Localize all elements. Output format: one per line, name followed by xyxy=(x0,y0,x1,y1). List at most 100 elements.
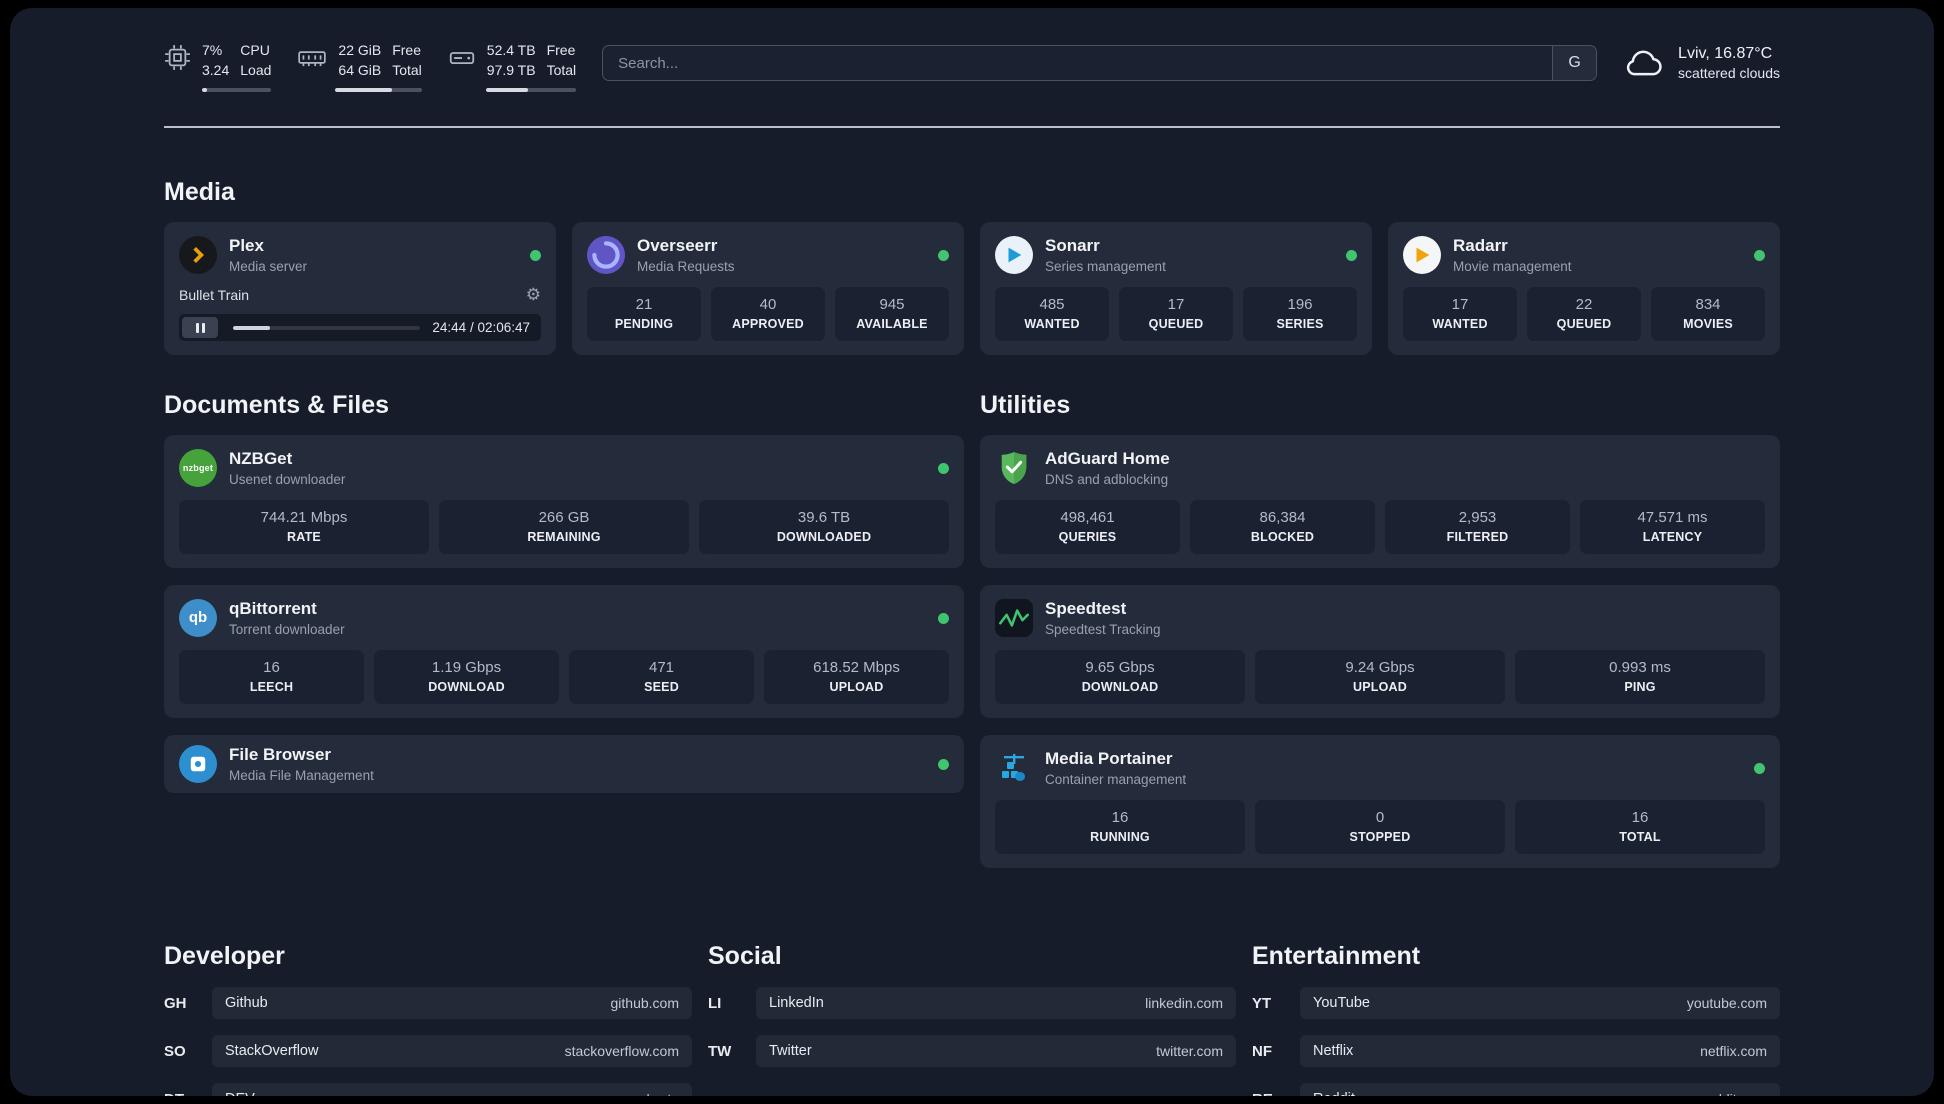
app-card-overseerr[interactable]: Overseerr Media Requests 21 PENDING 40 A… xyxy=(572,222,964,355)
app-card-speedtest[interactable]: Speedtest Speedtest Tracking 9.65 Gbps D… xyxy=(980,585,1780,718)
app-card-portainer[interactable]: Media Portainer Container management 16 … xyxy=(980,735,1780,868)
plex-seekbar: 24:44 / 02:06:47 xyxy=(179,314,541,341)
bookmark-link-youtube[interactable]: YouTube youtube.com xyxy=(1300,987,1780,1019)
stat-queued: 17 QUEUED xyxy=(1119,287,1233,341)
stat-ping: 0.993 ms PING xyxy=(1515,650,1765,704)
bookmark-abbr: YT xyxy=(1252,994,1272,1012)
portainer-icon xyxy=(995,749,1033,787)
app-card-adguard[interactable]: AdGuard Home DNS and adblocking 498,461 … xyxy=(980,435,1780,568)
bookmark-link-stackoverflow[interactable]: StackOverflow stackoverflow.com xyxy=(212,1035,692,1067)
app-subtitle: Series management xyxy=(1045,259,1166,274)
bookmark-row: LI LinkedIn linkedin.com xyxy=(708,987,1236,1019)
section-title-developer: Developer xyxy=(164,942,285,970)
memory-values: 22 GiB 64 GiB xyxy=(338,42,381,79)
cpu-usage: 7% xyxy=(202,42,223,58)
app-card-qbittorrent[interactable]: qb qBittorrent Torrent downloader 16 LEE… xyxy=(164,585,964,718)
app-name: Media Portainer xyxy=(1045,749,1173,768)
disk-values: 52.4 TB 97.9 TB xyxy=(487,42,536,79)
section-media: Media Plex Media server Bullet Train ⚙ xyxy=(164,178,1780,355)
status-dot xyxy=(938,758,949,770)
app-name: NZBGet xyxy=(229,449,293,468)
bookmark-row: GH Github github.com xyxy=(164,987,692,1019)
disk-free: 52.4 TB xyxy=(486,42,536,58)
overseerr-icon xyxy=(587,236,625,274)
playback-progress-fill xyxy=(233,325,271,330)
disk-label-bottom: Total xyxy=(546,61,577,78)
gear-icon[interactable]: ⚙ xyxy=(525,285,541,304)
stat-series: 196 SERIES xyxy=(1243,287,1357,341)
search-input[interactable] xyxy=(603,46,1553,80)
stat-remaining: 266 GB REMAINING xyxy=(439,500,689,554)
bookmark-link-netflix[interactable]: Netflix netflix.com xyxy=(1300,1035,1780,1067)
cpu-progress-track xyxy=(202,88,272,92)
stat-movies: 834 MOVIES xyxy=(1651,287,1765,341)
stat-download: 1.19 Gbps DOWNLOAD xyxy=(374,650,559,704)
section-title-utilities: Utilities xyxy=(980,391,1071,419)
cloud-icon xyxy=(1623,48,1665,78)
bookmark-link-linkedin[interactable]: LinkedIn linkedin.com xyxy=(756,987,1236,1019)
cpu-labels: CPU Load xyxy=(240,42,271,79)
playback-progress-track[interactable] xyxy=(233,325,421,330)
section-title-entertainment: Entertainment xyxy=(1252,942,1421,970)
app-name: Plex xyxy=(229,236,264,255)
bookmark-row: DT DEV dev.to xyxy=(164,1083,692,1096)
pause-button[interactable] xyxy=(182,317,218,338)
app-card-nzbget[interactable]: nzbget NZBGet Usenet downloader 744.21 M… xyxy=(164,435,964,568)
section-title-documents: Documents & Files xyxy=(164,391,390,419)
app-subtitle: DNS and adblocking xyxy=(1045,472,1169,487)
app-card-filebrowser[interactable]: File Browser Media File Management xyxy=(164,735,964,793)
memory-free: 22 GiB xyxy=(338,42,382,58)
memory-stat: 22 GiB 64 GiB Free Total xyxy=(297,42,422,92)
bookmark-row: YT YouTube youtube.com xyxy=(1252,987,1780,1019)
stat-total: 16 TOTAL xyxy=(1515,800,1765,854)
app-subtitle: Media Requests xyxy=(637,259,735,274)
status-dot xyxy=(938,462,949,474)
filebrowser-icon xyxy=(179,745,217,783)
memory-labels: Free Total xyxy=(392,42,422,79)
app-card-radarr[interactable]: Radarr Movie management 17 WANTED 22 QUE… xyxy=(1388,222,1780,355)
disk-labels: Free Total xyxy=(547,42,577,79)
cpu-stat: 7% 3.24 CPU Load xyxy=(164,42,272,92)
disk-label-top: Free xyxy=(546,42,576,58)
bookmark-link-twitter[interactable]: Twitter twitter.com xyxy=(756,1035,1236,1067)
bookmark-abbr: DT xyxy=(164,1091,212,1097)
memory-total: 64 GiB xyxy=(338,61,382,78)
bookmark-abbr: GH xyxy=(164,994,187,1012)
bookmark-abbr: TW xyxy=(708,1042,732,1060)
stat-upload: 9.24 Gbps UPLOAD xyxy=(1255,650,1505,704)
bookmark-group-social: Social LI LinkedIn linkedin.com TW Twitt… xyxy=(708,942,1236,1096)
stat-running: 16 RUNNING xyxy=(995,800,1245,854)
bookmark-link-github[interactable]: Github github.com xyxy=(212,987,692,1019)
plex-icon xyxy=(179,236,217,274)
app-subtitle: Movie management xyxy=(1453,259,1572,274)
stat-download: 9.65 Gbps DOWNLOAD xyxy=(995,650,1245,704)
cpu-label-top: CPU xyxy=(240,42,270,58)
app-subtitle: Media File Management xyxy=(229,768,374,783)
weather-condition: scattered clouds xyxy=(1678,65,1780,81)
app-name: File Browser xyxy=(229,745,332,764)
app-name: Speedtest xyxy=(1045,599,1127,618)
radarr-icon xyxy=(1403,236,1441,274)
stat-upload: 618.52 Mbps UPLOAD xyxy=(764,650,949,704)
disk-stat: 52.4 TB 97.9 TB Free Total xyxy=(448,42,577,92)
now-playing-title: Bullet Train xyxy=(179,287,250,303)
stat-rate: 744.21 Mbps RATE xyxy=(179,500,429,554)
app-name: Sonarr xyxy=(1045,236,1100,255)
app-card-sonarr[interactable]: Sonarr Series management 485 WANTED 17 Q… xyxy=(980,222,1372,355)
app-name: qBittorrent xyxy=(229,599,317,618)
bookmark-abbr: LI xyxy=(708,994,722,1012)
status-dot xyxy=(938,249,949,261)
bookmark-link-reddit[interactable]: Reddit reddit.com xyxy=(1300,1083,1780,1096)
bookmark-abbr: SO xyxy=(164,1042,186,1060)
app-name: AdGuard Home xyxy=(1045,449,1170,468)
app-name: Radarr xyxy=(1453,236,1508,255)
speedtest-icon xyxy=(995,599,1033,637)
weather-location: Lviv, 16.87°C xyxy=(1678,45,1773,62)
memory-progress-fill xyxy=(335,88,393,92)
bookmark-row: RE Reddit reddit.com xyxy=(1252,1083,1780,1096)
bookmark-link-dev[interactable]: DEV dev.to xyxy=(212,1083,692,1096)
search-engine-button[interactable]: G xyxy=(1552,46,1597,80)
cpu-label-bottom: Load xyxy=(240,61,272,78)
app-card-plex[interactable]: Plex Media server Bullet Train ⚙ 24:44 /… xyxy=(164,222,556,355)
status-dot xyxy=(1346,249,1357,261)
